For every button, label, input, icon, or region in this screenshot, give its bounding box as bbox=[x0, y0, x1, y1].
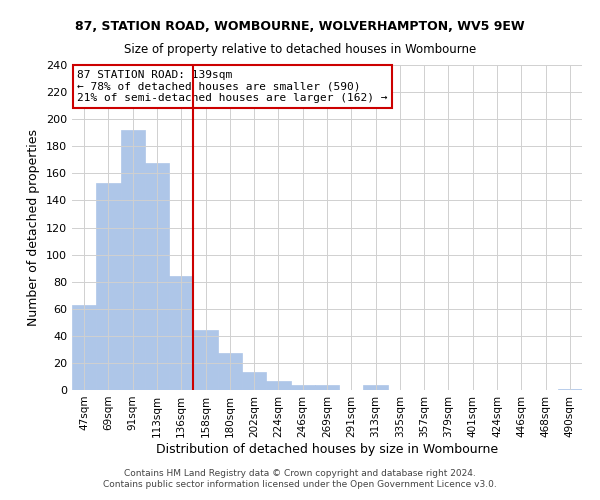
Bar bbox=[145, 162, 169, 390]
Y-axis label: Number of detached properties: Number of detached properties bbox=[28, 129, 40, 326]
Bar bbox=[364, 384, 388, 390]
Bar bbox=[96, 183, 121, 390]
Text: Contains public sector information licensed under the Open Government Licence v3: Contains public sector information licen… bbox=[103, 480, 497, 489]
Bar bbox=[290, 384, 315, 390]
Text: Size of property relative to detached houses in Wombourne: Size of property relative to detached ho… bbox=[124, 42, 476, 56]
Bar bbox=[121, 130, 145, 390]
Text: 87 STATION ROAD: 139sqm
← 78% of detached houses are smaller (590)
21% of semi-d: 87 STATION ROAD: 139sqm ← 78% of detache… bbox=[77, 70, 388, 103]
X-axis label: Distribution of detached houses by size in Wombourne: Distribution of detached houses by size … bbox=[156, 442, 498, 456]
Bar bbox=[558, 388, 582, 390]
Bar bbox=[72, 304, 96, 390]
Bar bbox=[218, 354, 242, 390]
Bar bbox=[193, 330, 218, 390]
Bar bbox=[169, 276, 193, 390]
Bar bbox=[266, 380, 290, 390]
Bar bbox=[242, 372, 266, 390]
Bar bbox=[315, 384, 339, 390]
Text: Contains HM Land Registry data © Crown copyright and database right 2024.: Contains HM Land Registry data © Crown c… bbox=[124, 468, 476, 477]
Text: 87, STATION ROAD, WOMBOURNE, WOLVERHAMPTON, WV5 9EW: 87, STATION ROAD, WOMBOURNE, WOLVERHAMPT… bbox=[75, 20, 525, 33]
